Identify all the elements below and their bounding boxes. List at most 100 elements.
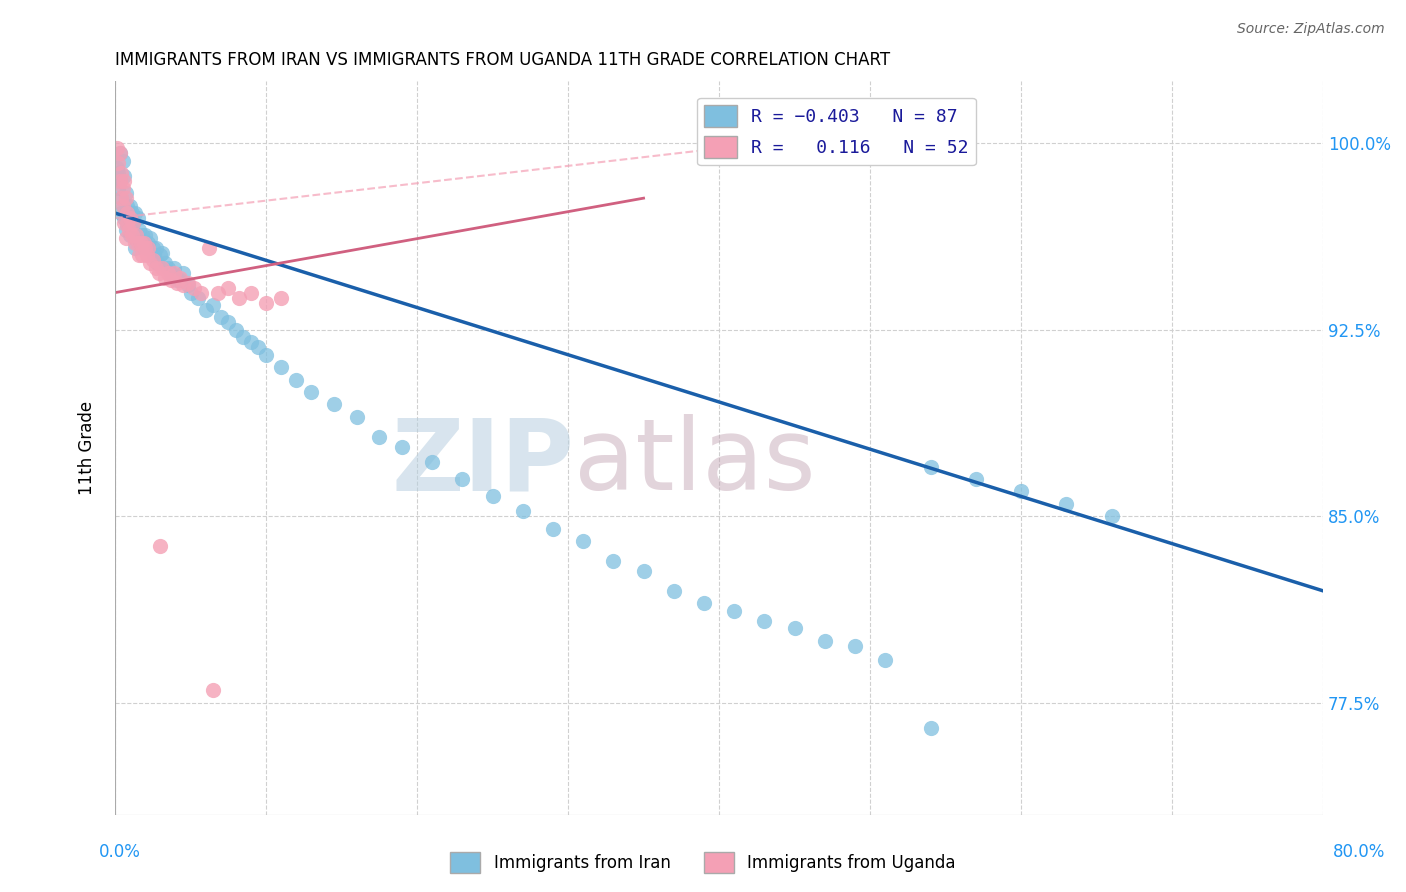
Point — [156, 260, 179, 275]
Point — [693, 596, 716, 610]
Point — [110, 191, 132, 205]
Point — [451, 472, 474, 486]
Point — [110, 166, 132, 180]
Point — [247, 340, 270, 354]
Point — [391, 440, 413, 454]
Point — [127, 235, 149, 250]
Point — [166, 273, 188, 287]
Point — [662, 583, 685, 598]
Point — [633, 564, 655, 578]
Legend: R = −0.403   N = 87, R =   0.116   N = 52: R = −0.403 N = 87, R = 0.116 N = 52 — [697, 98, 976, 165]
Point — [572, 534, 595, 549]
Point — [150, 260, 173, 275]
Point — [114, 191, 136, 205]
Text: Source: ZipAtlas.com: Source: ZipAtlas.com — [1237, 22, 1385, 37]
Point — [121, 221, 143, 235]
Point — [420, 455, 443, 469]
Point — [149, 539, 172, 553]
Point — [217, 280, 239, 294]
Point — [209, 310, 232, 325]
Point — [602, 554, 624, 568]
Point — [122, 216, 145, 230]
Point — [114, 223, 136, 237]
Point — [112, 169, 135, 183]
Point — [110, 191, 132, 205]
Point — [115, 216, 138, 230]
Point — [120, 211, 142, 225]
Point — [160, 266, 183, 280]
Point — [285, 373, 308, 387]
Point — [323, 397, 346, 411]
Point — [128, 248, 150, 262]
Point — [723, 604, 745, 618]
Point — [875, 653, 897, 667]
Text: IMMIGRANTS FROM IRAN VS IMMIGRANTS FROM UGANDA 11TH GRADE CORRELATION CHART: IMMIGRANTS FROM IRAN VS IMMIGRANTS FROM … — [115, 51, 890, 69]
Point — [139, 256, 162, 270]
Point — [131, 248, 153, 262]
Point — [139, 231, 162, 245]
Point — [125, 228, 148, 243]
Point — [202, 298, 225, 312]
Point — [143, 248, 166, 262]
Point — [814, 633, 837, 648]
Point — [239, 285, 262, 300]
Point — [163, 260, 186, 275]
Point — [111, 181, 134, 195]
Point — [197, 241, 219, 255]
Point — [169, 273, 191, 287]
Point — [145, 260, 167, 275]
Point — [481, 490, 503, 504]
Point — [232, 330, 254, 344]
Point — [254, 348, 277, 362]
Point — [299, 384, 322, 399]
Point — [270, 291, 292, 305]
Point — [965, 472, 987, 486]
Point — [180, 285, 202, 300]
Point — [1054, 497, 1077, 511]
Point — [110, 206, 132, 220]
Point — [134, 241, 156, 255]
Point — [142, 241, 165, 255]
Point — [112, 174, 135, 188]
Point — [108, 146, 131, 161]
Text: atlas: atlas — [574, 414, 815, 511]
Point — [207, 285, 229, 300]
Point — [150, 245, 173, 260]
Point — [105, 161, 128, 176]
Point — [146, 256, 169, 270]
Point — [112, 216, 135, 230]
Point — [135, 248, 157, 262]
Point — [108, 174, 131, 188]
Text: 0.0%: 0.0% — [98, 843, 141, 861]
Point — [124, 241, 146, 255]
Point — [114, 231, 136, 245]
Point — [134, 228, 156, 243]
Point — [111, 153, 134, 168]
Point — [169, 270, 191, 285]
Point — [132, 235, 155, 250]
Point — [120, 199, 142, 213]
Point — [107, 156, 129, 170]
Point — [132, 235, 155, 250]
Point — [115, 199, 138, 213]
Point — [117, 223, 139, 237]
Point — [187, 291, 209, 305]
Point — [121, 228, 143, 243]
Point — [127, 211, 149, 225]
Point — [156, 266, 179, 280]
Point — [115, 216, 138, 230]
Text: ZIP: ZIP — [391, 414, 574, 511]
Point — [783, 621, 806, 635]
Point — [166, 276, 188, 290]
Point — [160, 273, 183, 287]
Point — [920, 459, 942, 474]
Point — [129, 235, 152, 250]
Point — [125, 228, 148, 243]
Point — [1101, 509, 1123, 524]
Point — [112, 211, 135, 225]
Point — [172, 266, 194, 280]
Point — [346, 409, 368, 424]
Point — [153, 270, 176, 285]
Point — [124, 206, 146, 220]
Legend: Immigrants from Iran, Immigrants from Uganda: Immigrants from Iran, Immigrants from Ug… — [444, 846, 962, 880]
